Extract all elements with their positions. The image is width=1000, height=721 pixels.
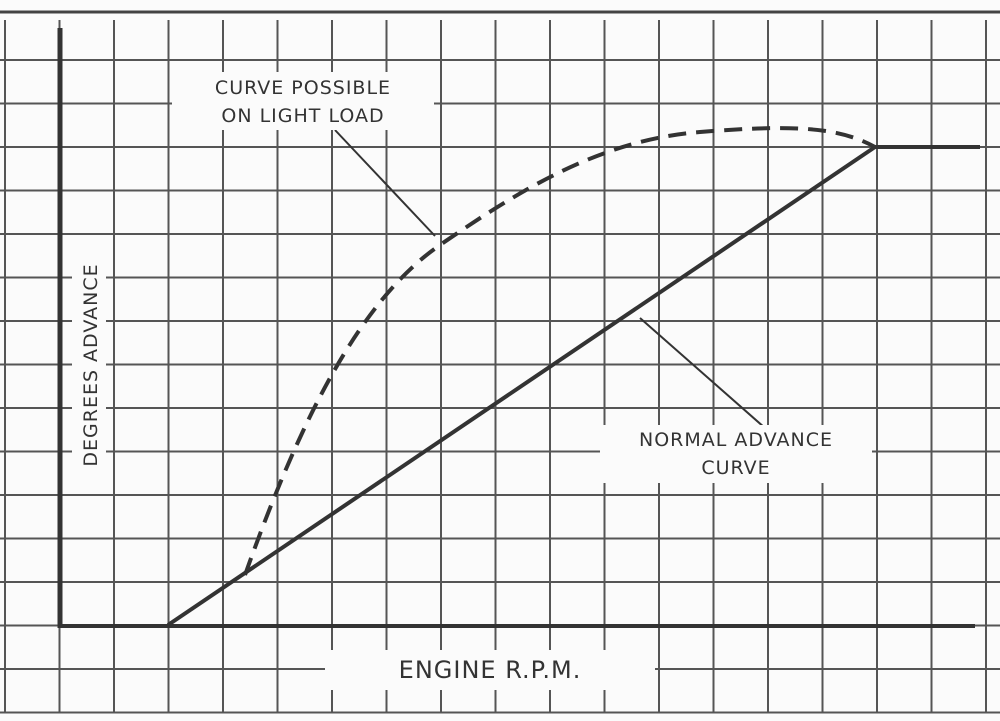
label-bg [72,240,106,490]
pointer [334,129,436,237]
x-axis-title: ENGINE R.P.M. [399,656,582,684]
label-bg [172,72,434,130]
label: NORMAL ADVANCE [639,429,833,451]
label-bg [325,650,655,690]
label: CURVE [701,457,770,479]
label: ON LIGHT LOAD [221,105,384,127]
light-load-curve [243,126,876,576]
normal-curve [166,145,877,627]
pointer [639,317,766,429]
label: CURVE POSSIBLE [215,77,391,99]
y-axis-title: DEGREES ADVANCE [80,263,102,466]
label-bg [600,425,872,483]
